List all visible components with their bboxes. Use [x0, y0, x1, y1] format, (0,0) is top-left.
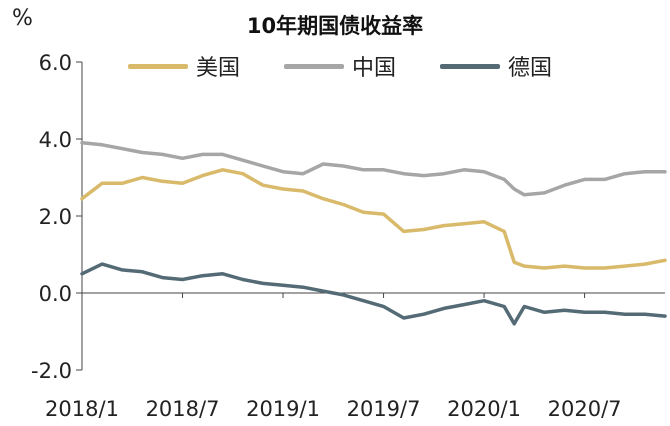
y-tick-label: 2.0: [39, 205, 72, 229]
y-tick-label: 6.0: [39, 51, 72, 75]
x-tick-label: 2018/7: [146, 397, 220, 421]
y-tick-label: 4.0: [39, 128, 72, 152]
series-line-china: [80, 141, 667, 197]
x-tick-label: 2020/7: [548, 397, 622, 421]
x-tick-label: 2018/1: [45, 397, 119, 421]
legend-swatch-china: [284, 63, 345, 69]
legend-item-germany: 德国: [440, 50, 552, 82]
legend-item-us: 美国: [128, 50, 240, 82]
y-tick-label: 0.0: [39, 282, 72, 306]
legend: 美国 中国 德国: [128, 50, 596, 82]
series-line-us: [80, 168, 667, 270]
legend-swatch-us: [128, 63, 188, 69]
x-tick-label: 2020/1: [447, 397, 521, 421]
y-tick-label: -2.0: [31, 359, 72, 383]
x-tick-label: 2019/1: [246, 397, 320, 421]
chart-title: 10年期国债收益率: [246, 14, 424, 38]
legend-label-us: 美国: [196, 56, 241, 81]
legend-item-china: 中国: [284, 50, 396, 82]
unit-label: %: [12, 6, 33, 31]
legend-swatch-germany: [440, 63, 501, 69]
legend-label-china: 中国: [352, 56, 397, 81]
x-tick-label: 2019/7: [347, 397, 421, 421]
legend-label-germany: 德国: [508, 56, 553, 81]
series-line-germany: [80, 262, 667, 326]
